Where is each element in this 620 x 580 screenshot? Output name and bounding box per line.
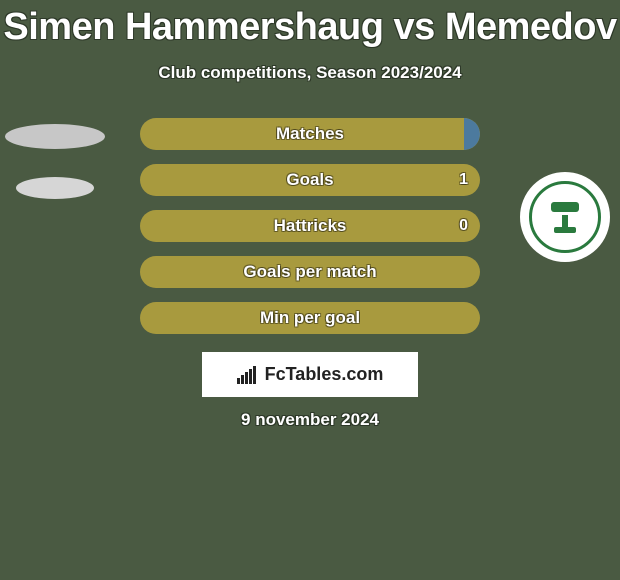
stat-bar-right-value: 1 (459, 164, 468, 196)
stat-bar-label: Matches (140, 118, 480, 150)
stat-bar-label: Hattricks (140, 210, 480, 242)
stat-bar-row: Min per goal (140, 302, 480, 334)
generated-date: 9 november 2024 (0, 410, 620, 430)
crest-cup-top (551, 202, 579, 212)
site-logo: FcTables.com (202, 352, 418, 397)
page-subtitle: Club competitions, Season 2023/2024 (0, 63, 620, 83)
stat-bar-row: Hattricks0 (140, 210, 480, 242)
crest-cup-base (554, 227, 576, 233)
stat-bar-label: Goals (140, 164, 480, 196)
bar-chart-icon (237, 366, 259, 384)
stat-bar-right-value: 0 (459, 210, 468, 242)
stat-bar-label: Goals per match (140, 256, 480, 288)
stat-bars: Matches Goals1 Hattricks0 Goals per match Mi… (140, 118, 480, 348)
stat-bar-row: Goals per match (140, 256, 480, 288)
stat-bar-label: Min per goal (140, 302, 480, 334)
left-player-placeholder-2 (16, 177, 94, 199)
left-player-placeholder-1 (5, 124, 105, 149)
stat-bar-row: Matches (140, 118, 480, 150)
page-title: Simen Hammershaug vs Memedov (0, 0, 620, 49)
left-player-col (0, 118, 110, 227)
right-player-col (510, 118, 620, 262)
site-logo-text: FcTables.com (265, 364, 384, 385)
right-player-crest (520, 172, 610, 262)
stat-bar-row: Goals1 (140, 164, 480, 196)
